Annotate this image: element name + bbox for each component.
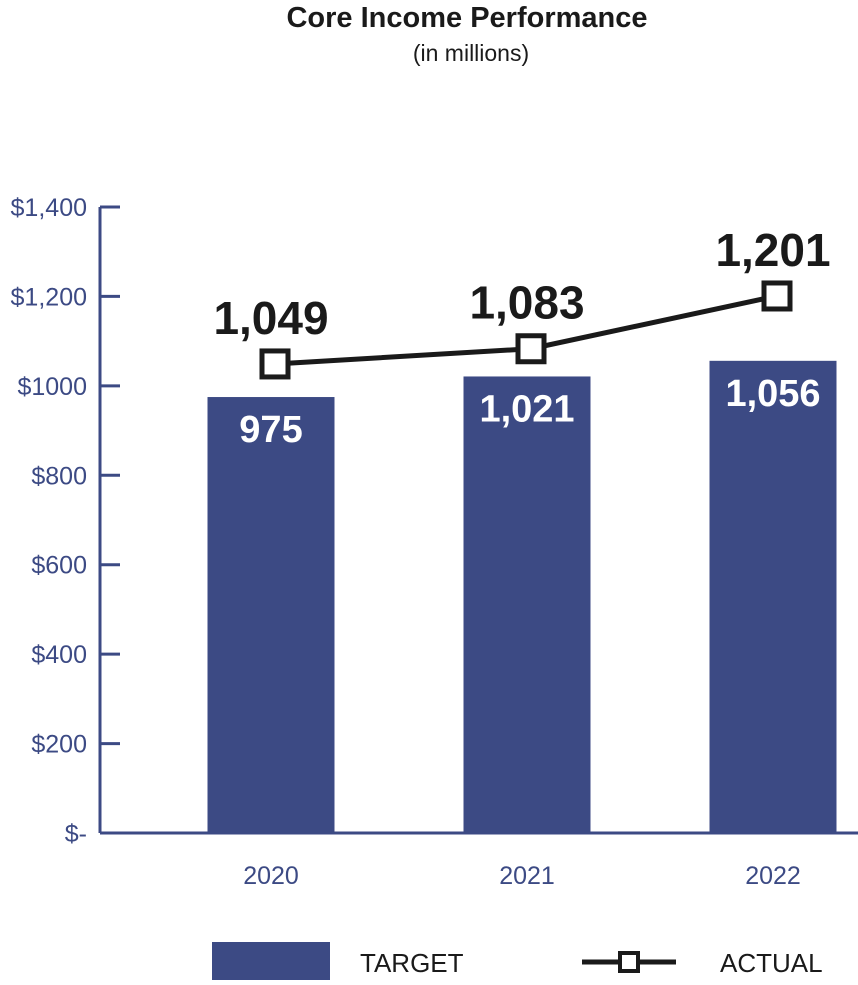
target-bars: 975 1,021 1,056	[207, 360, 837, 833]
target-bar-2020	[207, 397, 335, 833]
actual-value-label-2022: 1,201	[715, 224, 830, 276]
actual-value-label-2020: 1,049	[213, 292, 328, 344]
axes: $- $200 $400 $600 $800 $1000 $1,200 $1,400 2020 2…	[11, 194, 858, 890]
legend-actual-label: ACTUAL	[720, 948, 823, 978]
actual-value-label-2021: 1,083	[469, 277, 584, 329]
y-tick-label: $1,400	[11, 194, 87, 222]
x-tick-label-2022: 2022	[745, 862, 801, 890]
target-bar-2022	[709, 360, 837, 833]
y-tick-label: $600	[31, 552, 87, 580]
target-bar-2021	[463, 376, 591, 833]
legend-target-swatch	[212, 942, 330, 980]
y-tick-label: $-	[65, 820, 87, 848]
y-tick-label: $200	[31, 731, 87, 759]
actual-line: 1,049 1,083 1,201	[213, 224, 831, 380]
target-value-label-2020: 975	[239, 409, 302, 451]
chart-subtitle: (in millions)	[413, 40, 529, 66]
actual-marker-2022	[761, 280, 793, 312]
actual-marker-2021	[515, 333, 547, 365]
y-tick-label: $1,200	[11, 283, 87, 311]
x-tick-label-2021: 2021	[499, 862, 555, 890]
legend-actual-marker	[618, 951, 640, 973]
target-value-label-2022: 1,056	[725, 373, 820, 415]
y-tick-label: $1000	[17, 373, 87, 401]
actual-marker-2020	[259, 348, 291, 380]
y-tick-label: $400	[31, 641, 87, 669]
chart-title: Core Income Performance	[286, 2, 647, 34]
target-value-label-2021: 1,021	[479, 388, 574, 430]
legend-target-label: TARGET	[360, 948, 464, 978]
y-tick-label: $800	[31, 462, 87, 490]
legend: TARGET ACTUAL	[212, 942, 823, 980]
x-tick-label-2020: 2020	[243, 862, 299, 890]
